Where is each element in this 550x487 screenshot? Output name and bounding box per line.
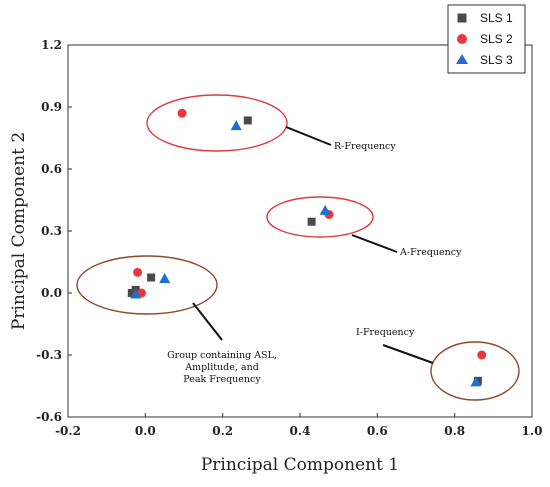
point-sls1 [147,273,156,282]
annotation-i-frequency: I-Frequency [356,327,434,364]
x-tick-label: 0.6 [367,424,388,438]
x-tick-label: 1.0 [522,424,543,438]
x-axis-title: Principal Component 1 [201,455,399,475]
cluster-ellipse-a [266,196,374,238]
cluster-ellipse-i [430,341,520,401]
point-sls2 [133,267,143,277]
annotation-group-leader [192,302,223,341]
plot-frame [67,44,533,418]
y-axis-title: Principal Component 2 [9,132,29,330]
point-sls2 [177,108,187,118]
x-tick-label: 0.4 [290,424,311,438]
y-tick-label: 1.2 [41,38,62,52]
annotation-r-frequency: R-Frequency [285,126,396,152]
legend-label-sls3: SLS 3 [480,53,513,67]
x-tick-label: 0.0 [135,424,156,438]
legend: SLS 1 SLS 2 SLS 3 [447,4,526,74]
annotation-group: Group containing ASL, Amplitude, and Pea… [167,302,277,385]
point-sls3 [159,273,171,284]
point-sls3 [470,376,482,387]
annotation-i-label: I-Frequency [356,327,415,338]
y-tick-label: 0.3 [41,224,62,238]
point-sls3 [319,204,331,215]
cluster-ellipse-r [146,94,288,152]
y-tick-label: 0.9 [41,100,62,114]
x-tick-label: -0.2 [55,424,81,438]
annotation-a-leader [351,234,398,253]
legend-marker-sls3 [456,54,468,64]
x-tick-label: 0.2 [212,424,233,438]
point-sls3 [230,120,242,131]
cluster-ellipse-g [76,255,218,315]
y-tick-label: 0.0 [41,286,62,300]
point-sls1 [127,289,136,297]
annotation-group-line-1: Group containing ASL, [167,350,277,361]
annotation-a-label: A-Frequency [399,247,462,258]
legend-marker-sls1 [457,13,467,23]
axis-ticks: -0.2 0.0 0.2 0.4 0.6 0.8 1.0 -0.6 -0.3 0.0 0.3 0.6 0… [36,38,542,438]
point-sls1 [243,116,252,125]
point-sls2 [477,350,487,360]
annotation-a-frequency: A-Frequency [351,234,462,258]
point-sls1 [307,217,316,226]
legend-marker-sls2 [457,34,467,44]
y-tick-label: -0.3 [36,348,62,362]
annotation-group-line-3: Peak Frequency [183,374,261,385]
y-tick-label: -0.6 [36,410,62,424]
annotation-i-leader [382,344,434,364]
y-tick-label: 0.6 [41,162,62,176]
cluster-ellipses [76,94,520,401]
annotation-r-label: R-Frequency [334,141,396,152]
legend-label-sls1: SLS 1 [480,11,513,25]
annotation-r-leader [285,126,332,146]
x-tick-label: 0.8 [444,424,465,438]
legend-label-sls2: SLS 2 [480,32,513,46]
point-sls3 [130,288,142,299]
annotation-group-line-2: Amplitude, and [184,362,259,373]
data-points [127,108,487,387]
